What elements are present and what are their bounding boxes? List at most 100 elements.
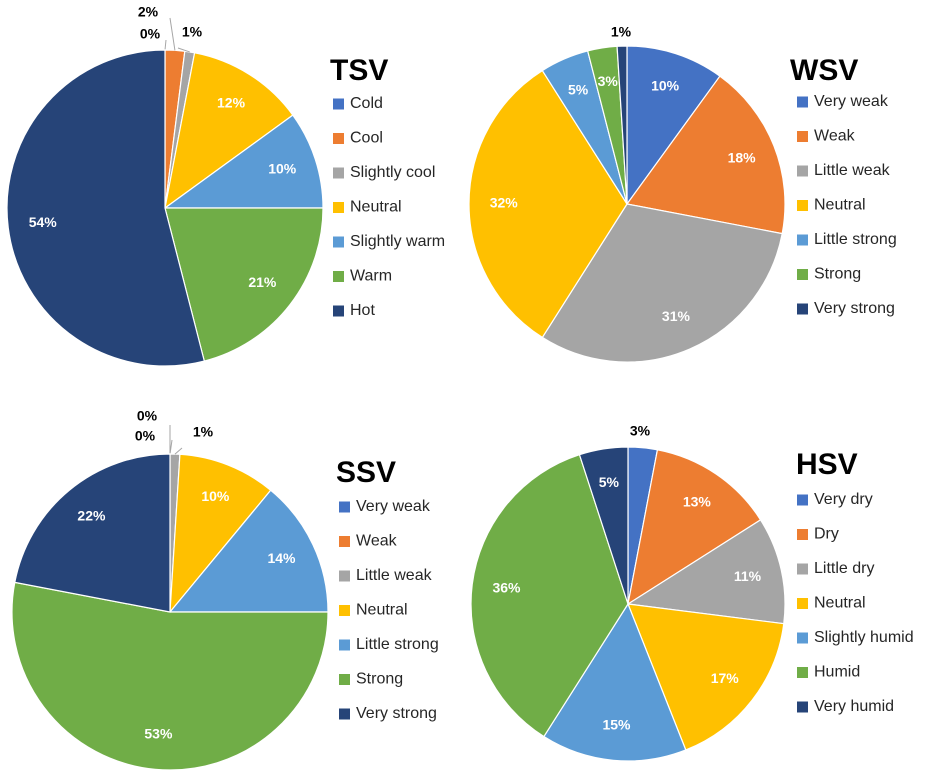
data-label-cool: 2% <box>138 4 159 20</box>
chart-title: SSV <box>336 456 396 489</box>
legend: Very weak Weak Little weak Neutral Little st… <box>797 93 897 317</box>
pie-slice-neutral <box>169 453 272 614</box>
legend-label: Little weak <box>356 567 433 584</box>
data-label-little-strong: 14% <box>267 550 296 566</box>
legend-label: Warm <box>350 268 392 285</box>
legend-swatch <box>339 708 350 720</box>
legend-label: Very strong <box>356 705 437 722</box>
leader-line <box>169 439 173 455</box>
data-label-weak: 0% <box>135 428 156 444</box>
legend-swatch <box>339 570 350 582</box>
leader-line <box>169 17 176 51</box>
pie-slice-humid <box>470 453 629 738</box>
legend-label: Very weak <box>356 498 431 515</box>
legend-swatch <box>797 303 808 315</box>
legend-swatch <box>797 131 808 142</box>
legend-swatch <box>797 701 808 713</box>
data-label-very-humid: 5% <box>599 474 620 490</box>
legend-swatch <box>797 494 808 506</box>
pie-slice-very-strong <box>14 453 171 613</box>
pie-chart-hsv: 3% 13% 11% 17% 15% 36% 5% HSV Very dry Dry Little … <box>470 423 914 762</box>
legend-label: Cold <box>350 95 383 112</box>
legend-swatch <box>797 563 808 575</box>
legend-label: Strong <box>356 671 403 688</box>
legend-label: Dry <box>814 526 839 543</box>
data-label-little-dry: 11% <box>734 568 762 584</box>
legend-label: Very humid <box>814 698 894 715</box>
legend-label: Hot <box>350 302 375 319</box>
data-label-very-strong: 22% <box>77 508 106 524</box>
legend-label: Slightly warm <box>350 233 445 250</box>
legend-swatch <box>797 667 808 678</box>
pie-slice-neutral <box>468 69 628 339</box>
data-label-cold: 0% <box>140 26 161 42</box>
legend-label: Weak <box>356 533 398 550</box>
legend-label: Neutral <box>356 602 408 619</box>
pie-slice-very-weak <box>626 45 721 206</box>
legend-swatch <box>797 234 808 246</box>
legend-label: Little strong <box>814 231 897 248</box>
legend-swatch <box>333 271 344 282</box>
pie-slice-very-humid <box>578 446 629 605</box>
data-label-neutral: 10% <box>201 488 230 504</box>
legend-swatch <box>339 501 350 513</box>
legend-swatch <box>333 98 344 110</box>
leader-line <box>164 39 167 51</box>
pie-slice-weak <box>625 75 786 235</box>
pie-chart-ssv: 0% 0% 1% 10% 14% 53% 22% SSV Very weak Weak Little… <box>11 408 439 771</box>
leader-line <box>174 447 183 455</box>
legend-swatch <box>339 674 350 685</box>
legend: Very dry Dry Little dry Neutral Slightly hum… <box>797 491 914 715</box>
chart-title: WSV <box>790 54 858 87</box>
data-label-hot: 54% <box>29 214 58 230</box>
legend-swatch <box>333 202 344 213</box>
pie-slice-slightly-humid <box>543 602 687 762</box>
pie-slice-neutral <box>164 52 294 210</box>
data-label-strong: 53% <box>144 725 173 741</box>
data-label-strong: 3% <box>598 73 619 89</box>
legend-label: Humid <box>814 664 860 681</box>
legend-swatch <box>797 269 808 280</box>
data-label-warm: 21% <box>248 274 277 290</box>
legend-swatch <box>333 305 344 317</box>
legend-label: Cool <box>350 130 383 147</box>
legend-label: Very dry <box>814 491 873 508</box>
chart-title: TSV <box>330 54 388 87</box>
chart-title: HSV <box>796 448 858 481</box>
pie-chart-tsv: 0% 2% 1% 12% 10% 21% 54% TSV Cold Cool Slightly co… <box>6 4 445 367</box>
legend-swatch <box>333 167 344 179</box>
data-label-weak: 18% <box>728 149 757 165</box>
data-label-slightly-humid: 15% <box>602 717 631 733</box>
data-label-very-weak: 10% <box>651 77 680 93</box>
pie-slice-dry <box>627 449 762 606</box>
data-label-very-strong: 1% <box>611 24 632 40</box>
legend: Cold Cool Slightly cool Neutral Slightly war… <box>333 95 445 319</box>
data-label-little-weak: 1% <box>193 424 214 440</box>
legend-swatch <box>797 529 808 540</box>
data-label-neutral: 17% <box>711 670 740 686</box>
pie-slice-slightly-warm <box>163 114 324 209</box>
legend-label: Very strong <box>814 300 895 317</box>
data-label-neutral: 32% <box>490 195 519 211</box>
legend-label: Weak <box>814 128 856 145</box>
leader-line <box>177 47 190 53</box>
legend-label: Little dry <box>814 560 874 577</box>
pie-slice-hot <box>6 49 206 367</box>
pie-slice-little-dry <box>626 519 786 625</box>
data-label-slightly-warm: 10% <box>268 161 297 177</box>
legend-swatch <box>797 632 808 644</box>
legend-label: Neutral <box>814 595 866 612</box>
legend-swatch <box>339 605 350 616</box>
data-label-slightly-cool: 1% <box>182 24 203 40</box>
data-label-very-dry: 3% <box>630 423 651 439</box>
data-label-humid: 36% <box>492 579 521 595</box>
legend-swatch <box>797 200 808 211</box>
pie-slice-warm <box>164 207 324 362</box>
data-label-neutral: 12% <box>217 95 246 111</box>
pie-slice-very-strong <box>616 45 628 205</box>
legend-swatch <box>333 133 344 144</box>
legend-swatch <box>339 639 350 651</box>
legend-label: Neutral <box>814 197 866 214</box>
